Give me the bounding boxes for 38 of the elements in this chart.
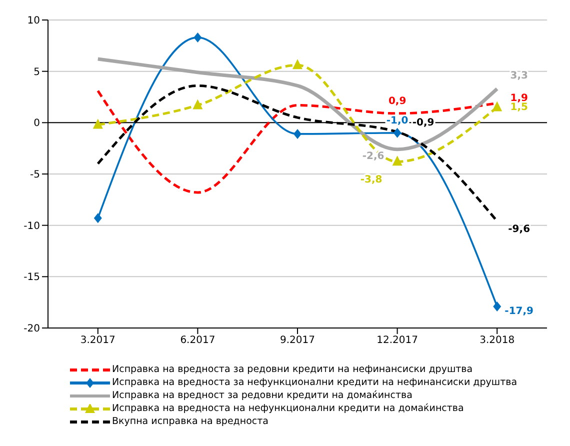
x-tick-label: 9.2017 (280, 335, 315, 346)
x-tick-label: 6.2017 (180, 335, 216, 346)
point (192, 99, 203, 110)
data-label: -17,9 (504, 306, 534, 318)
point (94, 213, 102, 224)
point (92, 118, 103, 129)
y-tick-label: 5 (34, 66, 40, 78)
point (493, 301, 502, 312)
data-label: 0,9 (388, 96, 406, 108)
point (492, 101, 502, 112)
line-series (96, 57, 499, 152)
data-label: 1,9 (510, 92, 528, 104)
data-label: -3,8 (360, 174, 382, 186)
point (194, 32, 202, 42)
data-label: -9,6 (508, 224, 530, 235)
y-tick-label: -20 (24, 324, 40, 335)
point (292, 59, 302, 70)
data-label: -2,6 (362, 151, 384, 162)
point (294, 128, 302, 139)
x-tick-label: 3.2018 (480, 335, 515, 346)
y-tick-label: -5 (30, 170, 40, 181)
data-label: 3,3 (510, 70, 528, 82)
y-tick-label: 0 (34, 118, 40, 130)
data-label: 1,5 (510, 102, 528, 113)
data-label: -1,0 (386, 116, 408, 127)
data-label: -0,9 (412, 118, 434, 129)
legend-label: Исправка на вредноста за редовни кредити на нефинансиски друштва (112, 363, 473, 376)
x-tick-label: 3.2017 (80, 335, 116, 346)
x-tick-label: 12.2017 (376, 335, 418, 346)
y-tick-label: 10 (27, 16, 40, 27)
legend-label: Исправка на вредноста на нефункционални кредити на домаќинства (112, 402, 464, 415)
y-tick-label: -10 (24, 220, 40, 232)
legend-label: Исправка на вредност за редовни кредити на домаќинства (112, 389, 412, 402)
point (392, 156, 402, 166)
y-tick-label: -15 (24, 272, 40, 284)
legend-label: Вкупна исправка на вредноста (112, 415, 268, 428)
point (393, 128, 402, 138)
legend-label: Исправка на вредноста за нефункционални кредити на нефинансиски друштва (112, 376, 518, 389)
